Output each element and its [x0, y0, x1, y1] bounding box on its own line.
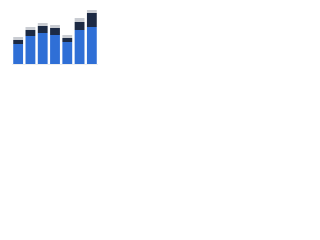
bar-segment — [62, 38, 73, 42]
bar-segment — [25, 30, 36, 36]
bar-segment — [25, 36, 36, 64]
bar-segment — [37, 33, 48, 64]
bar-segment — [86, 13, 97, 27]
bar-segment — [74, 30, 85, 64]
bar-segment — [74, 22, 85, 30]
bar-segment — [86, 10, 97, 13]
bar-segment — [74, 18, 85, 22]
bar-segment — [13, 44, 24, 64]
bar-segment — [13, 40, 24, 44]
chart — [12, 10, 98, 65]
bar-segment — [37, 26, 48, 33]
bar-segment — [50, 28, 60, 35]
bar-segment — [62, 35, 73, 38]
page: (() => { const data = JSON.parse(documen… — [0, 0, 320, 71]
bar-segment — [37, 23, 48, 26]
bar-segment — [50, 35, 60, 64]
bar-segment — [50, 25, 60, 28]
bar-segment — [25, 27, 36, 30]
bar-segment — [86, 27, 97, 64]
bar-segment — [62, 42, 73, 64]
bar-segment — [13, 37, 24, 40]
